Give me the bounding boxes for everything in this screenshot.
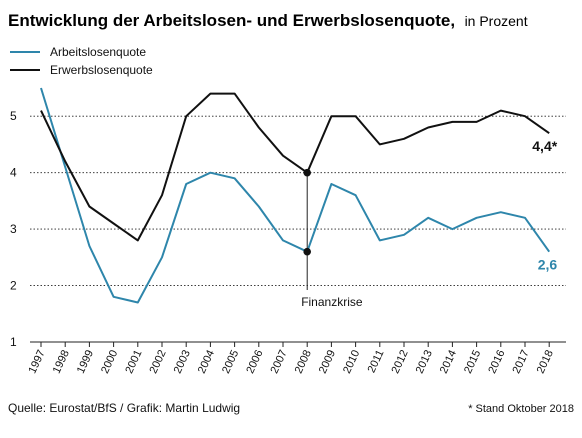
x-tick-label: 1997	[26, 348, 47, 375]
x-tick-label: 2007	[268, 348, 289, 375]
x-tick-label: 1999	[75, 348, 96, 375]
x-tick-label: 2002	[147, 348, 168, 375]
x-tick-label: 2005	[220, 348, 241, 375]
x-axis: 1997 1998 1999 2000 2001 2002 2003 2004 2005 2006…	[26, 342, 556, 375]
x-tick-label: 2017	[510, 348, 531, 375]
legend-label: Erwerbslosenquote	[50, 63, 153, 77]
y-tick-label: 1	[10, 335, 17, 349]
chart-subtitle: in Prozent	[465, 13, 528, 29]
y-tick-label: 3	[10, 222, 17, 236]
x-tick-label: 2016	[486, 348, 507, 375]
annotation-marker	[303, 247, 312, 256]
x-tick-label: 2006	[244, 348, 265, 375]
x-tick-label: 2000	[99, 348, 120, 375]
x-tick-label: 2012	[389, 348, 410, 375]
y-tick-label: 5	[10, 109, 17, 123]
x-tick-label: 2011	[366, 348, 387, 375]
end-label: 2,6	[538, 257, 558, 273]
x-tick-label: 2015	[462, 348, 483, 375]
legend: Arbeitslosenquote Erwerbslosenquote	[10, 45, 153, 77]
x-tick-label: 1998	[51, 348, 72, 375]
x-tick-label: 2013	[414, 348, 435, 375]
x-tick-label: 2001	[123, 348, 144, 375]
x-tick-label: 2009	[317, 348, 338, 375]
x-tick-label: 2010	[341, 348, 362, 375]
annotation-label: Finanzkrise	[301, 295, 363, 309]
x-tick-label: 2004	[196, 348, 217, 375]
y-tick-label: 4	[10, 166, 17, 180]
y-tick-label: 2	[10, 279, 17, 293]
series-line-arbeitslosenquote	[40, 87, 551, 304]
grid-lines	[30, 115, 566, 343]
annotation-marker	[303, 168, 312, 177]
x-tick-label: 2003	[172, 348, 193, 375]
series-group	[40, 87, 551, 304]
x-tick-label: 2008	[293, 348, 314, 375]
chart-title-main: Entwicklung der Arbeitslosen- und Erwerb…	[8, 11, 455, 30]
end-label: 4,4*	[532, 138, 557, 154]
y-axis-ticks: 1 2 3 4 5	[10, 109, 17, 349]
series-line-erwerbslosenquote	[40, 92, 550, 242]
legend-label: Arbeitslosenquote	[50, 45, 146, 59]
annotation-group: Finanzkrise	[301, 172, 363, 309]
chart-title: Entwicklung der Arbeitslosen- und Erwerb…	[8, 11, 528, 30]
x-tick-label: 2018	[535, 348, 556, 375]
x-tick-label: 2014	[438, 348, 459, 375]
footnote-text: * Stand Oktober 2018	[468, 403, 574, 415]
end-labels: 2,6 4,4*	[532, 138, 557, 273]
source-text: Quelle: Eurostat/BfS / Grafik: Martin Lu…	[8, 401, 240, 415]
